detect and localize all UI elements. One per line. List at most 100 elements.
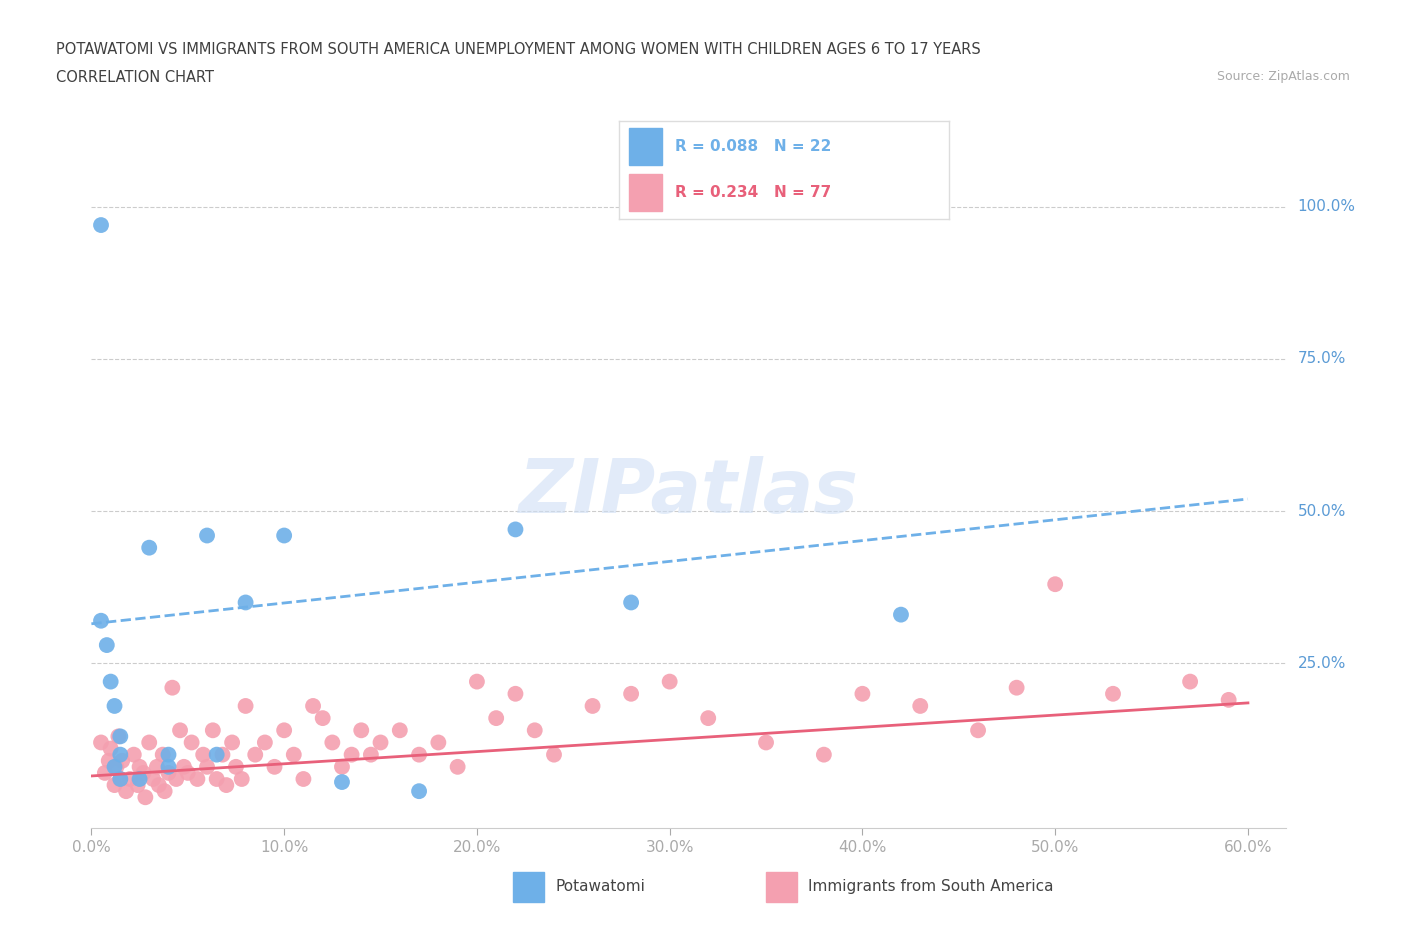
Text: 25.0%: 25.0%	[1298, 656, 1346, 671]
Point	[231, 772, 253, 787]
Point	[755, 735, 778, 750]
Point	[813, 747, 835, 762]
Text: R = 0.088   N = 22: R = 0.088 N = 22	[675, 139, 831, 153]
Text: 100.0%: 100.0%	[1298, 199, 1355, 214]
Text: CORRELATION CHART: CORRELATION CHART	[56, 70, 214, 85]
Point	[128, 760, 150, 775]
Point	[581, 698, 603, 713]
Point	[350, 723, 373, 737]
Point	[485, 711, 508, 725]
Point	[186, 772, 208, 787]
Point	[330, 775, 353, 790]
Point	[302, 698, 325, 713]
Point	[620, 595, 643, 610]
Point	[103, 698, 125, 713]
Point	[221, 735, 243, 750]
Text: 75.0%: 75.0%	[1298, 352, 1346, 366]
Point	[105, 760, 128, 775]
Point	[193, 747, 215, 762]
Bar	[628, 127, 662, 165]
Point	[408, 784, 430, 799]
Point	[107, 729, 129, 744]
Text: ZIPatlas: ZIPatlas	[519, 457, 859, 529]
Point	[1005, 680, 1028, 695]
Text: 50.0%: 50.0%	[1298, 504, 1346, 519]
Point	[195, 528, 218, 543]
Point	[235, 698, 257, 713]
Point	[312, 711, 335, 725]
Point	[90, 613, 112, 628]
Point	[321, 735, 343, 750]
Point	[162, 680, 184, 695]
Point	[292, 772, 315, 787]
Point	[97, 753, 120, 768]
Point	[94, 765, 117, 780]
Point	[146, 760, 169, 775]
Point	[465, 674, 488, 689]
Point	[195, 760, 218, 775]
Point	[201, 723, 224, 737]
Point	[100, 674, 122, 689]
Point	[177, 765, 200, 780]
Point	[103, 777, 125, 792]
Point	[118, 772, 141, 787]
Point	[910, 698, 932, 713]
Point	[180, 735, 202, 750]
Point	[967, 723, 990, 737]
Point	[253, 735, 276, 750]
Bar	[513, 872, 544, 902]
Bar	[628, 174, 662, 211]
Point	[446, 760, 468, 775]
Point	[138, 540, 160, 555]
Point	[1102, 686, 1125, 701]
Point	[111, 753, 134, 768]
Point	[157, 760, 180, 775]
Text: R = 0.234   N = 77: R = 0.234 N = 77	[675, 185, 831, 200]
Point	[620, 686, 643, 701]
Point	[110, 772, 132, 787]
Point	[100, 741, 122, 756]
Point	[505, 686, 527, 701]
Text: Immigrants from South America: Immigrants from South America	[808, 880, 1054, 895]
Point	[148, 777, 170, 792]
Point	[211, 747, 233, 762]
Point	[110, 747, 132, 762]
Point	[408, 747, 430, 762]
Point	[157, 747, 180, 762]
Point	[205, 772, 228, 787]
Point	[132, 765, 155, 780]
Point	[115, 784, 138, 799]
Point	[697, 711, 720, 725]
Point	[138, 735, 160, 750]
Point	[273, 528, 295, 543]
Point	[103, 760, 125, 775]
Point	[283, 747, 305, 762]
Point	[658, 674, 681, 689]
Point	[225, 760, 247, 775]
Point	[360, 747, 382, 762]
Point	[273, 723, 295, 737]
Bar	[766, 872, 797, 902]
Point	[153, 784, 176, 799]
Point	[96, 638, 118, 653]
Point	[134, 790, 156, 804]
Point	[543, 747, 565, 762]
Point	[388, 723, 411, 737]
Point	[165, 772, 187, 787]
Point	[110, 729, 132, 744]
Point	[152, 747, 174, 762]
Point	[245, 747, 267, 762]
Point	[263, 760, 285, 775]
Point	[173, 760, 195, 775]
Point	[127, 777, 149, 792]
Point	[90, 218, 112, 232]
Point	[427, 735, 450, 750]
Point	[122, 747, 145, 762]
Point	[205, 747, 228, 762]
Point	[1218, 693, 1240, 708]
Text: Source: ZipAtlas.com: Source: ZipAtlas.com	[1216, 70, 1350, 83]
Point	[110, 772, 132, 787]
Point	[142, 772, 165, 787]
Point	[215, 777, 238, 792]
Point	[890, 607, 912, 622]
